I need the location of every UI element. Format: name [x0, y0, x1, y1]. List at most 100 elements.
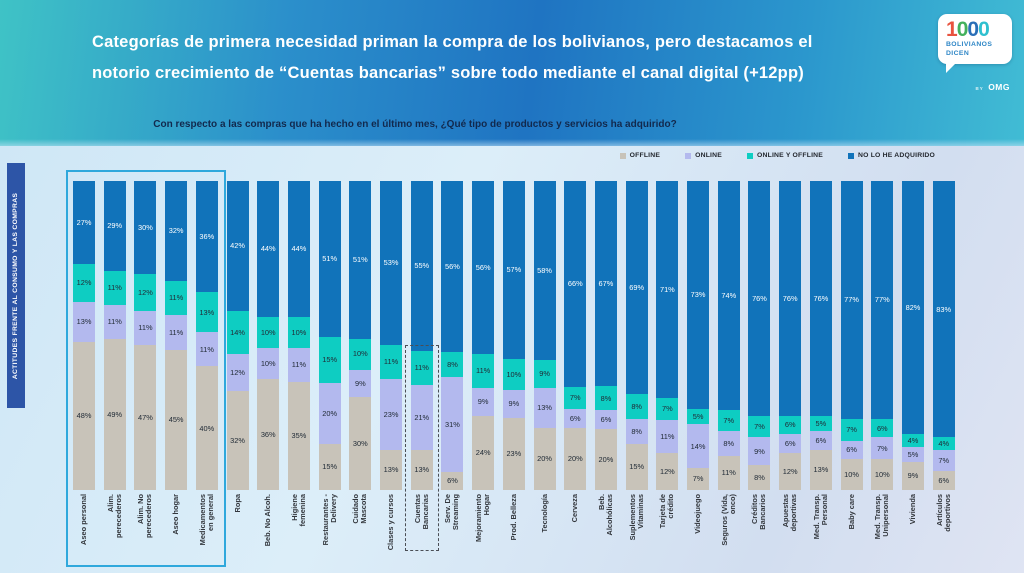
value-label: 12% [138, 287, 153, 297]
stacked-bar: 10% 7% 6% 77% [871, 181, 894, 490]
segment-offline: 45% [165, 349, 188, 490]
segment-offline: 32% [226, 391, 249, 490]
value-label: 6% [569, 413, 581, 423]
axis-label-slot: Med. Transp. Unipersonal [871, 494, 893, 566]
value-label: 11% [660, 431, 675, 441]
logo-line1: BOLIVIANOS [946, 41, 993, 48]
axis-label: Seguros (Vida, onco) [714, 494, 744, 566]
value-label: 56% [475, 262, 491, 272]
value-label: 11% [168, 327, 184, 337]
bar-column: 15% 8% 8% 69% Suplementos Vitaminas [625, 181, 648, 566]
legend-label: ONLINE Y OFFLINE [757, 152, 824, 159]
segment-no-lo-he-adquirido: 83% [932, 181, 955, 438]
value-label: 83% [936, 304, 952, 314]
segment-online-y-offline: 10% [287, 316, 310, 348]
value-label: 13% [414, 465, 430, 475]
value-label: 7% [569, 393, 581, 403]
bar-column: 7% 14% 5% 73% Videojuego [687, 181, 710, 566]
value-label: 13% [383, 465, 399, 475]
axis-label: Ropa [223, 494, 253, 566]
segment-offline: 30% [349, 397, 372, 490]
value-label: 6% [815, 435, 827, 445]
value-label: 13% [537, 403, 552, 413]
axis-label-text: Ropa [232, 494, 242, 513]
axis-label: Suplementos Vitaminas [622, 494, 652, 566]
segment-no-lo-he-adquirido: 51% [318, 181, 341, 338]
segment-no-lo-he-adquirido: 76% [748, 181, 771, 416]
segment-offline: 15% [318, 444, 341, 490]
segment-no-lo-he-adquirido: 27% [73, 181, 95, 265]
value-label: 15% [322, 462, 338, 472]
logo-digit: 0 [978, 18, 990, 41]
axis-label-text: Seguros (Vida, onco) [719, 494, 737, 546]
legend-item: NO LO HE ADQUIRIDO [848, 152, 935, 159]
value-label: 9% [477, 397, 489, 407]
axis-label-slot: Cerveza [564, 494, 586, 566]
value-label: 13% [813, 465, 829, 475]
segment-online: 8% [625, 418, 648, 444]
segment-online: 13% [533, 388, 556, 429]
value-label: 74% [721, 290, 737, 300]
segment-offline: 6% [441, 471, 464, 490]
axis-label: Higiene femenina [284, 494, 314, 566]
logo-by-text: BY [975, 86, 984, 91]
axis-label: Vivienda [898, 494, 928, 566]
segment-online: 7% [871, 437, 894, 460]
bar-column: 36% 10% 10% 44% Beb. No Alcoh. [257, 181, 280, 566]
segment-online-y-offline: 11% [103, 270, 126, 305]
axis-label-text: Medicamentos en general [197, 494, 215, 546]
segment-offline: 13% [809, 449, 832, 490]
segment-offline: 6% [932, 471, 955, 490]
legend-item: ONLINE Y OFFLINE [747, 152, 823, 159]
value-label: 11% [107, 282, 122, 292]
value-label: 10% [352, 349, 368, 359]
axis-label-text: Med. Transp. Unipersonal [873, 494, 891, 540]
segment-online-y-offline: 9% [533, 360, 556, 389]
segment-online: 13% [73, 301, 95, 342]
axis-label-text: Aseo hogar [170, 494, 180, 535]
value-label: 8% [447, 359, 458, 369]
value-label: 6% [938, 476, 950, 486]
stacked-bar: 12% 6% 6% 76% [779, 181, 802, 490]
segment-offline: 40% [195, 366, 218, 490]
value-label: 47% [138, 412, 153, 422]
value-label: 9% [907, 471, 919, 481]
logo-speech-bubble: 1000 BOLIVIANOS DICEN [938, 14, 1012, 73]
stacked-bar-chart: 48% 13% 12% 27% Aseo personal 49% 11% 11% 29% Ali… [73, 181, 955, 566]
axis-label-text: Higiene femenina [289, 494, 307, 527]
value-label: 48% [76, 411, 92, 421]
value-label: 9% [754, 446, 765, 456]
segment-online: 31% [441, 376, 464, 472]
bar-column: 30% 9% 10% 51% Cuidado Mascota [349, 181, 372, 566]
axis-label-text: Cerveza [570, 494, 580, 523]
stacked-bar: 6% 7% 4% 83% [932, 181, 955, 490]
value-label: 76% [752, 293, 767, 303]
segment-online-y-offline: 12% [134, 273, 157, 311]
segment-online-y-offline: 11% [380, 344, 403, 379]
page-title: Categorías de primera necesidad priman l… [92, 27, 813, 89]
segment-online: 7% [932, 449, 955, 472]
stacked-bar: 6% 31% 8% 56% [441, 181, 464, 490]
stacked-bar: 40% 11% 13% 36% [195, 181, 218, 490]
stacked-bar: 8% 9% 7% 76% [748, 181, 771, 490]
segment-no-lo-he-adquirido: 76% [779, 181, 802, 416]
axis-label: Med. Transp. Unipersonal [867, 494, 897, 566]
value-label: 13% [199, 307, 215, 317]
value-label: 11% [199, 344, 214, 354]
axis-label-slot: Seguros (Vida, onco) [718, 494, 740, 566]
segment-no-lo-he-adquirido: 73% [687, 181, 710, 409]
value-label: 8% [723, 438, 735, 448]
segment-no-lo-he-adquirido: 74% [717, 181, 740, 410]
bar-column: 9% 5% 4% 82% Vivienda [901, 181, 924, 566]
value-label: 20% [537, 454, 552, 464]
value-label: 71% [659, 284, 675, 294]
segment-offline: 11% [717, 456, 740, 490]
stacked-bar: 45% 11% 11% 32% [165, 181, 188, 490]
axis-label: Videojuego [683, 494, 713, 566]
axis-label-text: Cuidado Mascota [351, 494, 369, 524]
axis-label-slot: Higiene femenina [288, 494, 310, 566]
axis-label-slot: Medicamentos en general [196, 494, 218, 566]
segment-no-lo-he-adquirido: 69% [625, 181, 648, 395]
value-label: 20% [567, 454, 583, 464]
